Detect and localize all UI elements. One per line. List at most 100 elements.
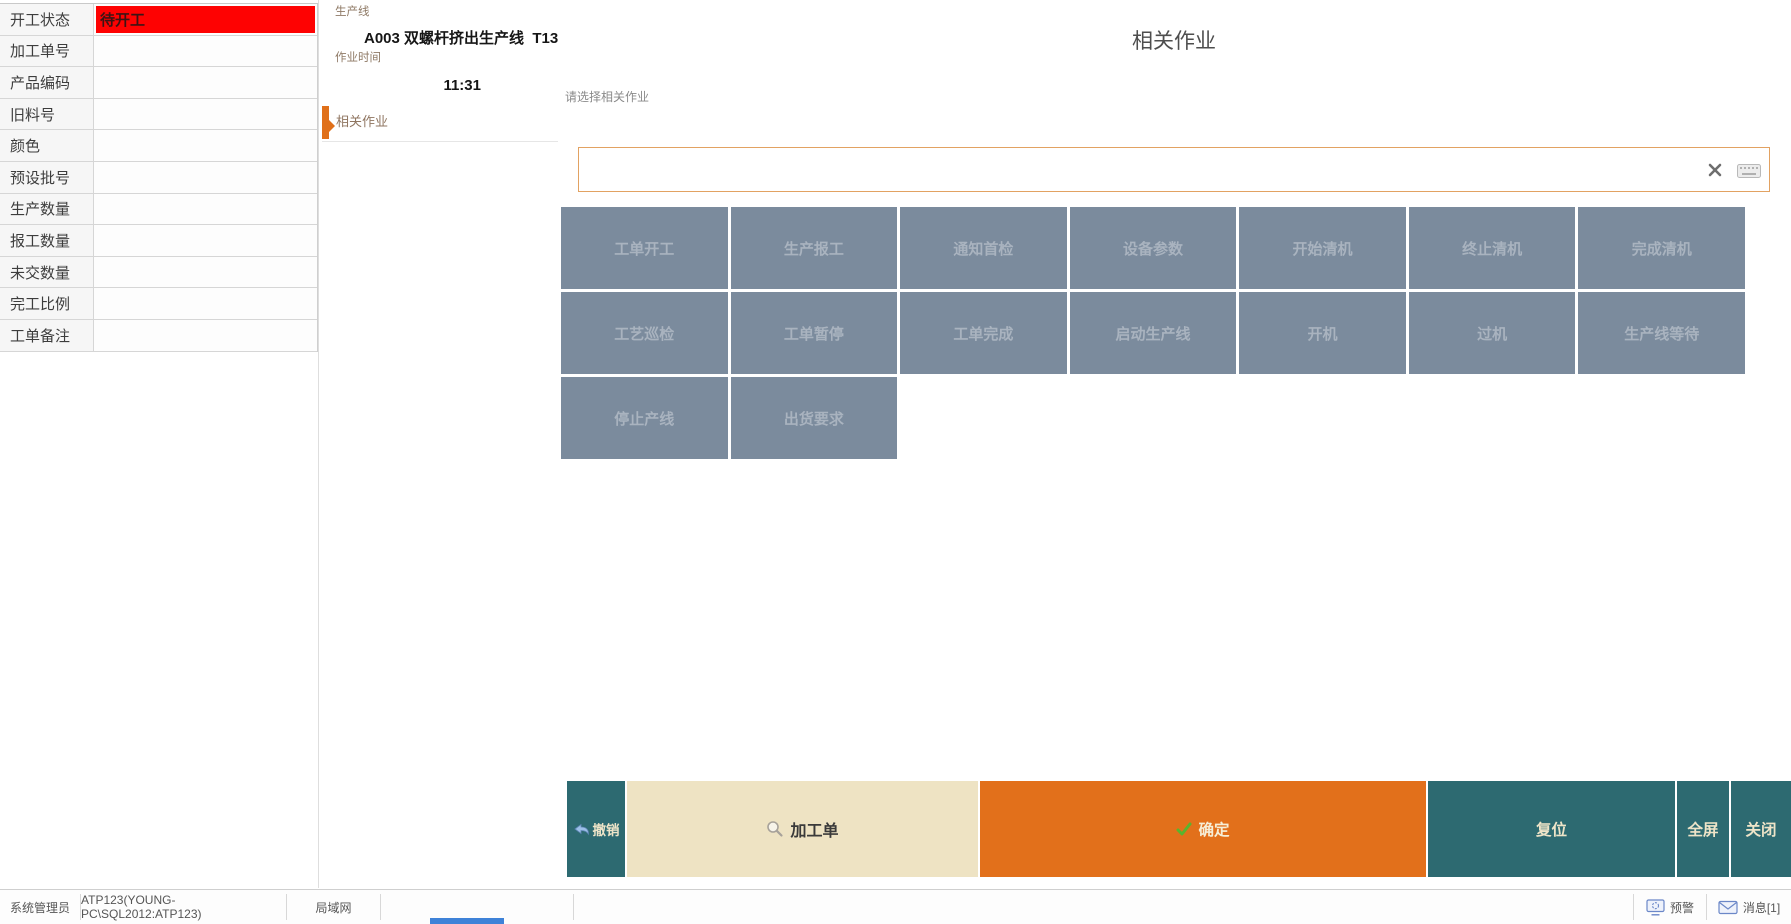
action-equipment-params[interactable]: 设备参数 <box>1069 207 1237 289</box>
info-label: 产品编码 <box>0 67 94 98</box>
keyboard-icon[interactable] <box>1737 164 1761 178</box>
status-bar: 系统管理员 ATP123(YOUNG-PC\SQL2012:ATP123) 局域… <box>0 889 1791 924</box>
action-workorder-pause[interactable]: 工单暂停 <box>730 292 898 374</box>
envelope-icon <box>1718 900 1738 914</box>
selected-marker-icon <box>322 106 335 139</box>
info-value <box>94 288 317 319</box>
status-divider <box>1706 894 1707 920</box>
status-connection: ATP123(YOUNG-PC\SQL2012:ATP123) <box>81 893 202 921</box>
undo-icon <box>573 823 589 835</box>
info-row-undelivered-qty: 未交数量 <box>0 256 317 289</box>
workorder-button[interactable]: 加工单 <box>627 781 978 877</box>
action-start-line[interactable]: 启动生产线 <box>1069 292 1237 374</box>
info-row-workorder-no: 加工单号 <box>0 35 317 68</box>
action-notify-first-inspection[interactable]: 通知首检 <box>900 207 1067 289</box>
page-title: 相关作业 <box>1132 30 1216 53</box>
info-value <box>94 67 317 98</box>
info-row-completion-ratio: 完工比例 <box>0 288 317 320</box>
workorder-label: 加工单 <box>790 823 839 840</box>
info-row-preset-batch: 预设批号 <box>0 161 317 194</box>
action-workorder-complete[interactable]: 工单完成 <box>900 292 1067 374</box>
related-jobs-grid: 工单开工 生产报工 通知首检 设备参数 开始清机 终止清机 完成清机 工艺巡检 … <box>561 207 1745 459</box>
status-user: 系统管理员 <box>9 900 70 915</box>
messages-button[interactable]: 消息[1] <box>1707 890 1791 924</box>
info-row-start-status: 开工状态 待开工 <box>0 4 317 36</box>
action-stop-line[interactable]: 停止产线 <box>561 377 728 459</box>
info-row-workorder-remark: 工单备注 <box>0 319 317 352</box>
workorder-info-panel: 开工状态 待开工 加工单号 产品编码 旧料号 颜色 预设批号 生产数量 报工数量 <box>0 3 318 352</box>
info-row-production-qty: 生产数量 <box>0 193 317 226</box>
close-label: 关闭 <box>1745 822 1777 839</box>
status-divider <box>380 894 381 920</box>
status-network: 局域网 <box>315 900 352 915</box>
info-value <box>94 162 317 193</box>
action-abort-cleaning[interactable]: 终止清机 <box>1408 207 1576 289</box>
time-value: 11:31 <box>443 77 481 94</box>
panel-divider <box>318 0 319 888</box>
line-label: 生产线 <box>335 6 370 18</box>
action-production-report[interactable]: 生产报工 <box>730 207 898 289</box>
nav-item-label: 相关作业 <box>336 114 389 129</box>
action-start-cleaning[interactable]: 开始清机 <box>1239 207 1406 289</box>
action-process-patrol[interactable]: 工艺巡检 <box>561 292 728 374</box>
undo-label: 撤销 <box>592 823 620 838</box>
info-row-reported-qty: 报工数量 <box>0 225 317 257</box>
magnifier-icon <box>767 821 784 837</box>
status-divider <box>1633 894 1634 920</box>
clear-icon[interactable] <box>1707 162 1723 178</box>
info-label: 加工单号 <box>0 35 94 67</box>
info-label: 完工比例 <box>0 288 94 319</box>
taskbar-accent <box>430 918 504 924</box>
info-value <box>94 225 317 256</box>
action-finish-cleaning[interactable]: 完成清机 <box>1578 207 1745 289</box>
fullscreen-label: 全屏 <box>1687 822 1719 839</box>
info-value <box>94 99 317 130</box>
messages-label: 消息[1] <box>1742 900 1781 915</box>
alert-label: 预警 <box>1669 900 1694 915</box>
info-value <box>94 194 317 225</box>
info-row-old-part-no: 旧料号 <box>0 98 317 131</box>
job-code-field <box>578 147 1770 192</box>
nav-item-related-jobs[interactable]: 相关作业 <box>322 103 558 142</box>
status-divider <box>286 894 287 920</box>
line-value: A003 双螺杆挤出生产线 T13 <box>364 30 559 47</box>
action-power-on[interactable]: 开机 <box>1239 292 1406 374</box>
info-label: 旧料号 <box>0 98 94 130</box>
info-label: 报工数量 <box>0 225 94 256</box>
monitor-icon <box>1646 898 1665 916</box>
action-line-waiting[interactable]: 生产线等待 <box>1578 292 1745 374</box>
action-pass-machine[interactable]: 过机 <box>1408 292 1576 374</box>
info-value <box>94 257 317 288</box>
confirm-label: 确定 <box>1198 822 1230 839</box>
footer-action-bar: 撤销 加工单 确定 复位 全屏 关闭 <box>567 781 1791 877</box>
reset-button[interactable]: 复位 <box>1428 781 1675 877</box>
alert-button[interactable]: 预警 <box>1634 890 1706 924</box>
check-icon <box>1176 822 1192 836</box>
production-line-panel: 生产线 A003 双螺杆挤出生产线 T13 作业时间 11:31 相关作业 <box>322 0 558 142</box>
info-label: 开工状态 <box>0 4 94 35</box>
info-row-product-code: 产品编码 <box>0 67 317 99</box>
fullscreen-button[interactable]: 全屏 <box>1677 781 1729 877</box>
info-value <box>94 320 317 351</box>
info-label: 工单备注 <box>0 319 94 351</box>
status-divider <box>80 894 81 920</box>
info-label: 未交数量 <box>0 256 94 288</box>
status-badge: 待开工 <box>96 6 315 33</box>
job-code-input[interactable] <box>579 148 1769 191</box>
close-button[interactable]: 关闭 <box>1731 781 1791 877</box>
action-shipping-request[interactable]: 出货要求 <box>730 377 898 459</box>
info-value <box>94 130 317 161</box>
info-label: 预设批号 <box>0 161 94 193</box>
action-workorder-start[interactable]: 工单开工 <box>561 207 728 289</box>
info-value: 待开工 <box>94 4 317 35</box>
reset-label: 复位 <box>1535 822 1567 839</box>
info-row-color: 颜色 <box>0 130 317 162</box>
select-job-prompt: 请选择相关作业 <box>565 90 650 104</box>
info-label: 生产数量 <box>0 193 94 225</box>
confirm-button[interactable]: 确定 <box>980 781 1426 877</box>
info-value <box>94 36 317 67</box>
undo-button[interactable]: 撤销 <box>567 781 625 877</box>
info-label: 颜色 <box>0 130 94 161</box>
status-divider <box>573 894 574 920</box>
